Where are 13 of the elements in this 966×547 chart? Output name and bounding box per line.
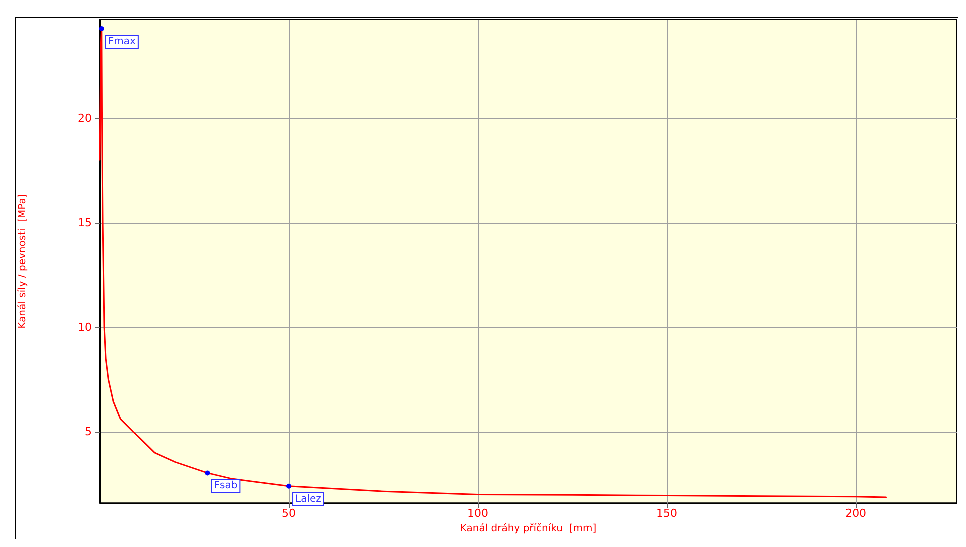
annotation: Fsab bbox=[214, 480, 238, 492]
x-tick-label: 100 bbox=[468, 507, 489, 520]
x-tick-label: 150 bbox=[656, 507, 678, 520]
annotation: Lalez bbox=[296, 494, 322, 505]
y-tick-label: 5 bbox=[85, 425, 92, 438]
y-axis-title: Kanál síly / pevnosti [MPa] bbox=[18, 194, 28, 329]
y-tick-label: 10 bbox=[78, 320, 92, 334]
y-tick-label: 20 bbox=[78, 112, 92, 125]
x-tick-label: 200 bbox=[846, 507, 867, 520]
x-axis-title: Kanál dráhy příčníku [mm] bbox=[460, 524, 597, 534]
y-tick-label: 15 bbox=[78, 216, 92, 230]
annotation: Fmax bbox=[108, 36, 136, 48]
x-tick-label: 50 bbox=[282, 507, 296, 520]
